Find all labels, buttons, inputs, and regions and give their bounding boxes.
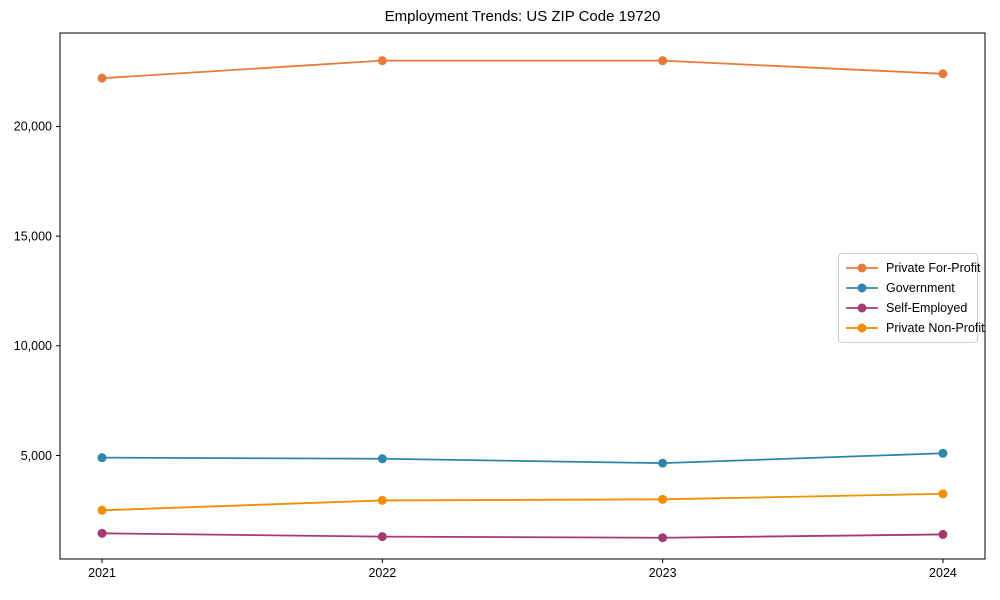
x-tick-label: 2021 (88, 566, 116, 580)
data-point-marker (938, 448, 948, 458)
series-line (101, 59, 943, 80)
data-point-marker (658, 56, 668, 66)
data-point-marker (377, 454, 387, 464)
data-point-marker (97, 505, 107, 515)
legend-label: Government (886, 281, 955, 295)
axes-box (59, 32, 986, 560)
legend-label: Self-Employed (886, 301, 968, 315)
legend-item: Self-Employed (845, 298, 971, 318)
series-line (102, 452, 943, 465)
y-tick-label: 20,000 (14, 120, 52, 134)
data-point-marker (658, 533, 668, 543)
y-tick-label: 5,000 (21, 449, 52, 463)
data-point-marker (658, 494, 668, 504)
data-point-marker (377, 495, 387, 505)
data-point-marker (97, 528, 107, 538)
legend: Private For-Profit Government Self-Employe… (838, 253, 985, 343)
x-tick-label: 2024 (929, 566, 957, 580)
y-tick-label: 10,000 (14, 339, 52, 353)
legend-label: Private For-Profit (886, 261, 981, 275)
data-point-marker (97, 453, 107, 463)
legend-item: Private For-Profit (845, 258, 980, 278)
x-tick-label: 2023 (649, 566, 677, 580)
legend-line-marker-icon (846, 283, 878, 293)
legend-item: Private Non-Profit (845, 318, 985, 338)
legend-line-marker-icon (846, 263, 878, 273)
data-point-marker (377, 532, 387, 542)
legend-line-marker-icon (846, 323, 878, 333)
data-point-marker (377, 56, 387, 66)
legend-label: Private Non-Profit (886, 321, 985, 335)
chart-title: Employment Trends: US ZIP Code 19720 (384, 8, 661, 25)
legend-item: Government (845, 278, 971, 298)
legend-line-marker-icon (846, 303, 878, 313)
data-point-marker (938, 489, 948, 499)
series-line (102, 492, 943, 512)
data-point-marker (938, 69, 948, 79)
series-line (102, 532, 943, 539)
data-point-marker (97, 73, 107, 83)
y-tick-label: 15,000 (14, 229, 52, 243)
data-point-marker (938, 529, 948, 539)
x-tick-label: 2022 (368, 566, 396, 580)
data-point-marker (658, 458, 668, 468)
